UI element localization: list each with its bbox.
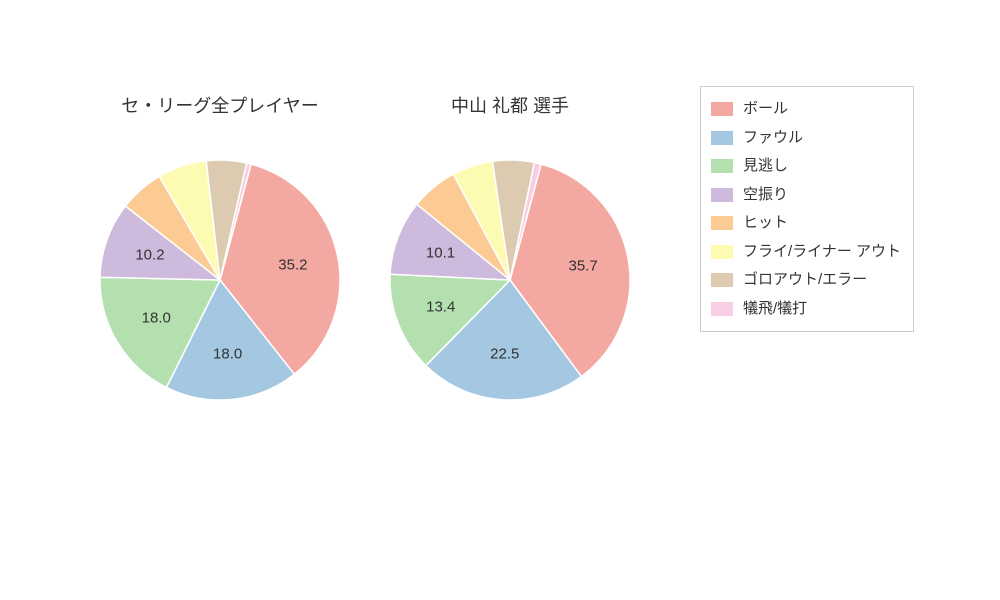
- legend-label: ファウル: [743, 124, 803, 153]
- pie-wrap-player: [388, 158, 632, 407]
- legend-swatch: [711, 188, 733, 202]
- legend-swatch: [711, 216, 733, 230]
- pie-wrap-league: [98, 158, 342, 407]
- legend-item: 空振り: [711, 181, 901, 210]
- legend-item: 犠飛/犠打: [711, 295, 901, 324]
- legend-label: 犠飛/犠打: [743, 295, 807, 324]
- pie-slice-label: 18.0: [213, 346, 242, 363]
- legend-item: ファウル: [711, 124, 901, 153]
- chart-title-player: 中山 礼都 選手: [380, 92, 640, 118]
- pie-league: [98, 158, 342, 402]
- legend-label: ゴロアウト/エラー: [743, 266, 867, 295]
- legend-item: ボール: [711, 95, 901, 124]
- legend-label: 見逃し: [743, 152, 788, 181]
- pie-slice-label: 35.7: [568, 258, 597, 275]
- legend-label: ボール: [743, 95, 788, 124]
- figure: セ・リーグ全プレイヤー 35.2 18.0 18.0 10.2 中山 礼都 選手 35.7 2…: [0, 0, 1000, 600]
- legend-swatch: [711, 302, 733, 316]
- legend-swatch: [711, 102, 733, 116]
- pie-slice-label: 10.2: [135, 246, 164, 263]
- pie-slice-label: 35.2: [278, 256, 307, 273]
- legend-label: ヒット: [743, 209, 788, 238]
- chart-title-league: セ・リーグ全プレイヤー: [90, 92, 350, 118]
- legend-label: 空振り: [743, 181, 788, 210]
- legend-item: ヒット: [711, 209, 901, 238]
- legend-item: 見逃し: [711, 152, 901, 181]
- pie-slice-label: 18.0: [142, 310, 171, 327]
- pie-slice-label: 13.4: [426, 299, 455, 316]
- legend-label: フライ/ライナー アウト: [743, 238, 901, 267]
- pie-player: [388, 158, 632, 402]
- legend-swatch: [711, 131, 733, 145]
- pie-slice-label: 22.5: [490, 346, 519, 363]
- legend-item: ゴロアウト/エラー: [711, 266, 901, 295]
- legend-swatch: [711, 159, 733, 173]
- legend-swatch: [711, 245, 733, 259]
- pie-slice-label: 10.1: [426, 245, 455, 262]
- legend-item: フライ/ライナー アウト: [711, 238, 901, 267]
- legend: ボールファウル見逃し空振りヒットフライ/ライナー アウトゴロアウト/エラー犠飛/…: [700, 86, 914, 332]
- legend-swatch: [711, 273, 733, 287]
